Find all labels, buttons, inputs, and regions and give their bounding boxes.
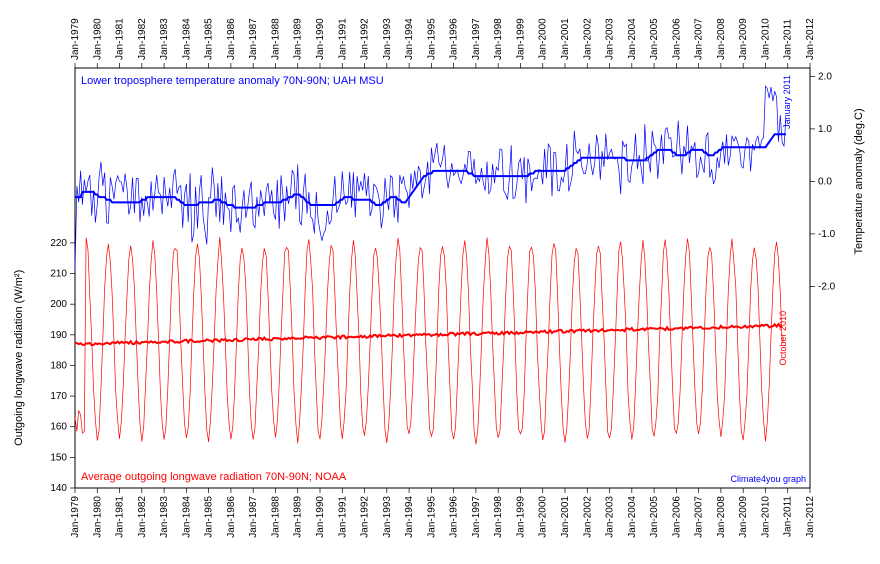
x-tick-label-top: Jan-2002 — [582, 18, 593, 60]
plot-border — [75, 68, 810, 488]
olr-date-label: October 2010 — [778, 311, 788, 366]
x-tick-label-top: Jan-2009 — [738, 18, 749, 60]
x-tick-label-bottom: Jan-1989 — [293, 496, 304, 538]
x-tick-label-top: Jan-1991 — [337, 18, 348, 60]
x-tick-label-bottom: Jan-2010 — [760, 496, 771, 538]
x-tick-label-top: Jan-1992 — [360, 18, 371, 60]
x-tick-label-top: Jan-1985 — [204, 18, 215, 60]
left-y-tick-label: 170 — [50, 391, 67, 402]
right-y-tick-label: -1.0 — [818, 229, 836, 240]
x-tick-label-bottom: Jan-2004 — [627, 496, 638, 538]
x-tick-label-top: Jan-2012 — [805, 18, 816, 60]
left-y-tick-label: 200 — [50, 299, 67, 310]
x-tick-label-top: Jan-1980 — [92, 18, 103, 60]
x-tick-label-top: Jan-1984 — [181, 18, 192, 60]
left-y-tick-label: 190 — [50, 330, 67, 341]
temp-series-label: Lower troposphere temperature anomaly 70… — [81, 75, 384, 87]
x-tick-label-bottom: Jan-1995 — [426, 496, 437, 538]
left-y-tick-label: 150 — [50, 452, 67, 463]
x-tick-label-top: Jan-2006 — [671, 18, 682, 60]
x-tick-label-top: Jan-1997 — [471, 18, 482, 60]
x-tick-label-top: Jan-2001 — [560, 18, 571, 60]
x-tick-label-top: Jan-2000 — [538, 18, 549, 60]
x-tick-label-bottom: Jan-1988 — [270, 496, 281, 538]
x-tick-label-top: Jan-2004 — [627, 18, 638, 60]
x-tick-label-bottom: Jan-2003 — [605, 496, 616, 538]
x-tick-label-top: Jan-1990 — [315, 18, 326, 60]
x-tick-label-top: Jan-1999 — [515, 18, 526, 60]
x-tick-label-top: Jan-1983 — [159, 18, 170, 60]
x-tick-label-bottom: Jan-2012 — [805, 496, 816, 538]
x-tick-label-top: Jan-2005 — [649, 18, 660, 60]
x-tick-label-bottom: Jan-2007 — [694, 496, 705, 538]
x-tick-label-bottom: Jan-1997 — [471, 496, 482, 538]
right-y-tick-label: 0.0 — [818, 176, 832, 187]
left-y-tick-label: 220 — [50, 238, 67, 249]
x-tick-label-bottom: Jan-1999 — [515, 496, 526, 538]
x-tick-label-bottom: Jan-2005 — [649, 496, 660, 538]
x-tick-label-bottom: Jan-1992 — [360, 496, 371, 538]
x-tick-label-bottom: Jan-1982 — [137, 496, 148, 538]
x-tick-label-bottom: Jan-1994 — [404, 496, 415, 538]
credit-label: Climate4you graph — [730, 474, 806, 484]
x-tick-label-top: Jan-1981 — [115, 18, 126, 60]
x-tick-label-top: Jan-1995 — [426, 18, 437, 60]
x-tick-label-top: Jan-2003 — [605, 18, 616, 60]
x-tick-label-top: Jan-1988 — [270, 18, 281, 60]
x-tick-label-top: Jan-2011 — [783, 19, 794, 60]
x-tick-label-bottom: Jan-1985 — [204, 496, 215, 538]
x-tick-label-top: Jan-2008 — [716, 18, 727, 60]
left-y-tick-label: 160 — [50, 422, 67, 433]
olr-series-thick — [75, 324, 782, 345]
x-tick-label-bottom: Jan-2002 — [582, 496, 593, 538]
x-tick-label-top: Jan-1998 — [493, 18, 504, 60]
left-y-tick-label: 180 — [50, 360, 67, 371]
x-tick-label-top: Jan-2010 — [760, 18, 771, 60]
temp-date-label: January 2011 — [782, 75, 792, 129]
temp-series-thin — [75, 86, 786, 271]
x-tick-label-top: Jan-1986 — [226, 18, 237, 60]
olr-series-label: Average outgoing longwave radiation 70N-… — [81, 471, 347, 483]
x-tick-label-bottom: Jan-2011 — [783, 496, 794, 537]
x-tick-label-bottom: Jan-2000 — [538, 496, 549, 538]
x-tick-label-bottom: Jan-2006 — [671, 496, 682, 538]
x-tick-label-bottom: Jan-2001 — [560, 496, 571, 538]
x-tick-label-bottom: Jan-1983 — [159, 496, 170, 538]
chart-svg: Jan-1979 Jan-1979 Jan-1980 Jan-1980 Jan-1981… — [0, 0, 880, 564]
x-tick-label-top: Jan-1987 — [248, 18, 259, 60]
x-tick-label-bottom: Jan-1996 — [449, 496, 460, 538]
x-tick-label-bottom: Jan-1998 — [493, 496, 504, 538]
x-tick-label-top: Jan-1994 — [404, 18, 415, 60]
x-tick-label-bottom: Jan-1980 — [92, 496, 103, 538]
x-tick-label-bottom: Jan-1984 — [181, 496, 192, 538]
x-tick-label-top: Jan-1989 — [293, 18, 304, 60]
x-tick-label-bottom: Jan-2009 — [738, 496, 749, 538]
x-tick-label-top: Jan-1996 — [449, 18, 460, 60]
left-y-tick-label: 140 — [50, 483, 67, 494]
x-tick-label-bottom: Jan-1990 — [315, 496, 326, 538]
x-tick-label-bottom: Jan-2008 — [716, 496, 727, 538]
x-tick-label-bottom: Jan-1986 — [226, 496, 237, 538]
chart-container: Jan-1979 Jan-1979 Jan-1980 Jan-1980 Jan-1981… — [0, 0, 880, 564]
right-y-axis-label: Temperature anomaly (deg.C) — [853, 108, 865, 254]
x-tick-label-top: Jan-1993 — [382, 18, 393, 60]
right-y-tick-label: 1.0 — [818, 124, 832, 135]
x-tick-label-top: Jan-1979 — [70, 18, 81, 60]
x-tick-label-top: Jan-1982 — [137, 18, 148, 60]
x-tick-label-top: Jan-2007 — [694, 18, 705, 60]
x-tick-label-bottom: Jan-1993 — [382, 496, 393, 538]
left-y-tick-label: 210 — [50, 269, 67, 280]
x-tick-label-bottom: Jan-1987 — [248, 496, 259, 538]
right-y-tick-label: 2.0 — [818, 71, 832, 82]
x-tick-label-bottom: Jan-1979 — [70, 496, 81, 538]
right-y-tick-label: -2.0 — [818, 281, 836, 292]
x-tick-label-bottom: Jan-1991 — [337, 496, 348, 538]
x-tick-label-bottom: Jan-1981 — [115, 496, 126, 538]
olr-series-thin — [75, 237, 782, 444]
left-y-axis-label: Outgoing longwave radiation (W/m²) — [13, 270, 25, 446]
